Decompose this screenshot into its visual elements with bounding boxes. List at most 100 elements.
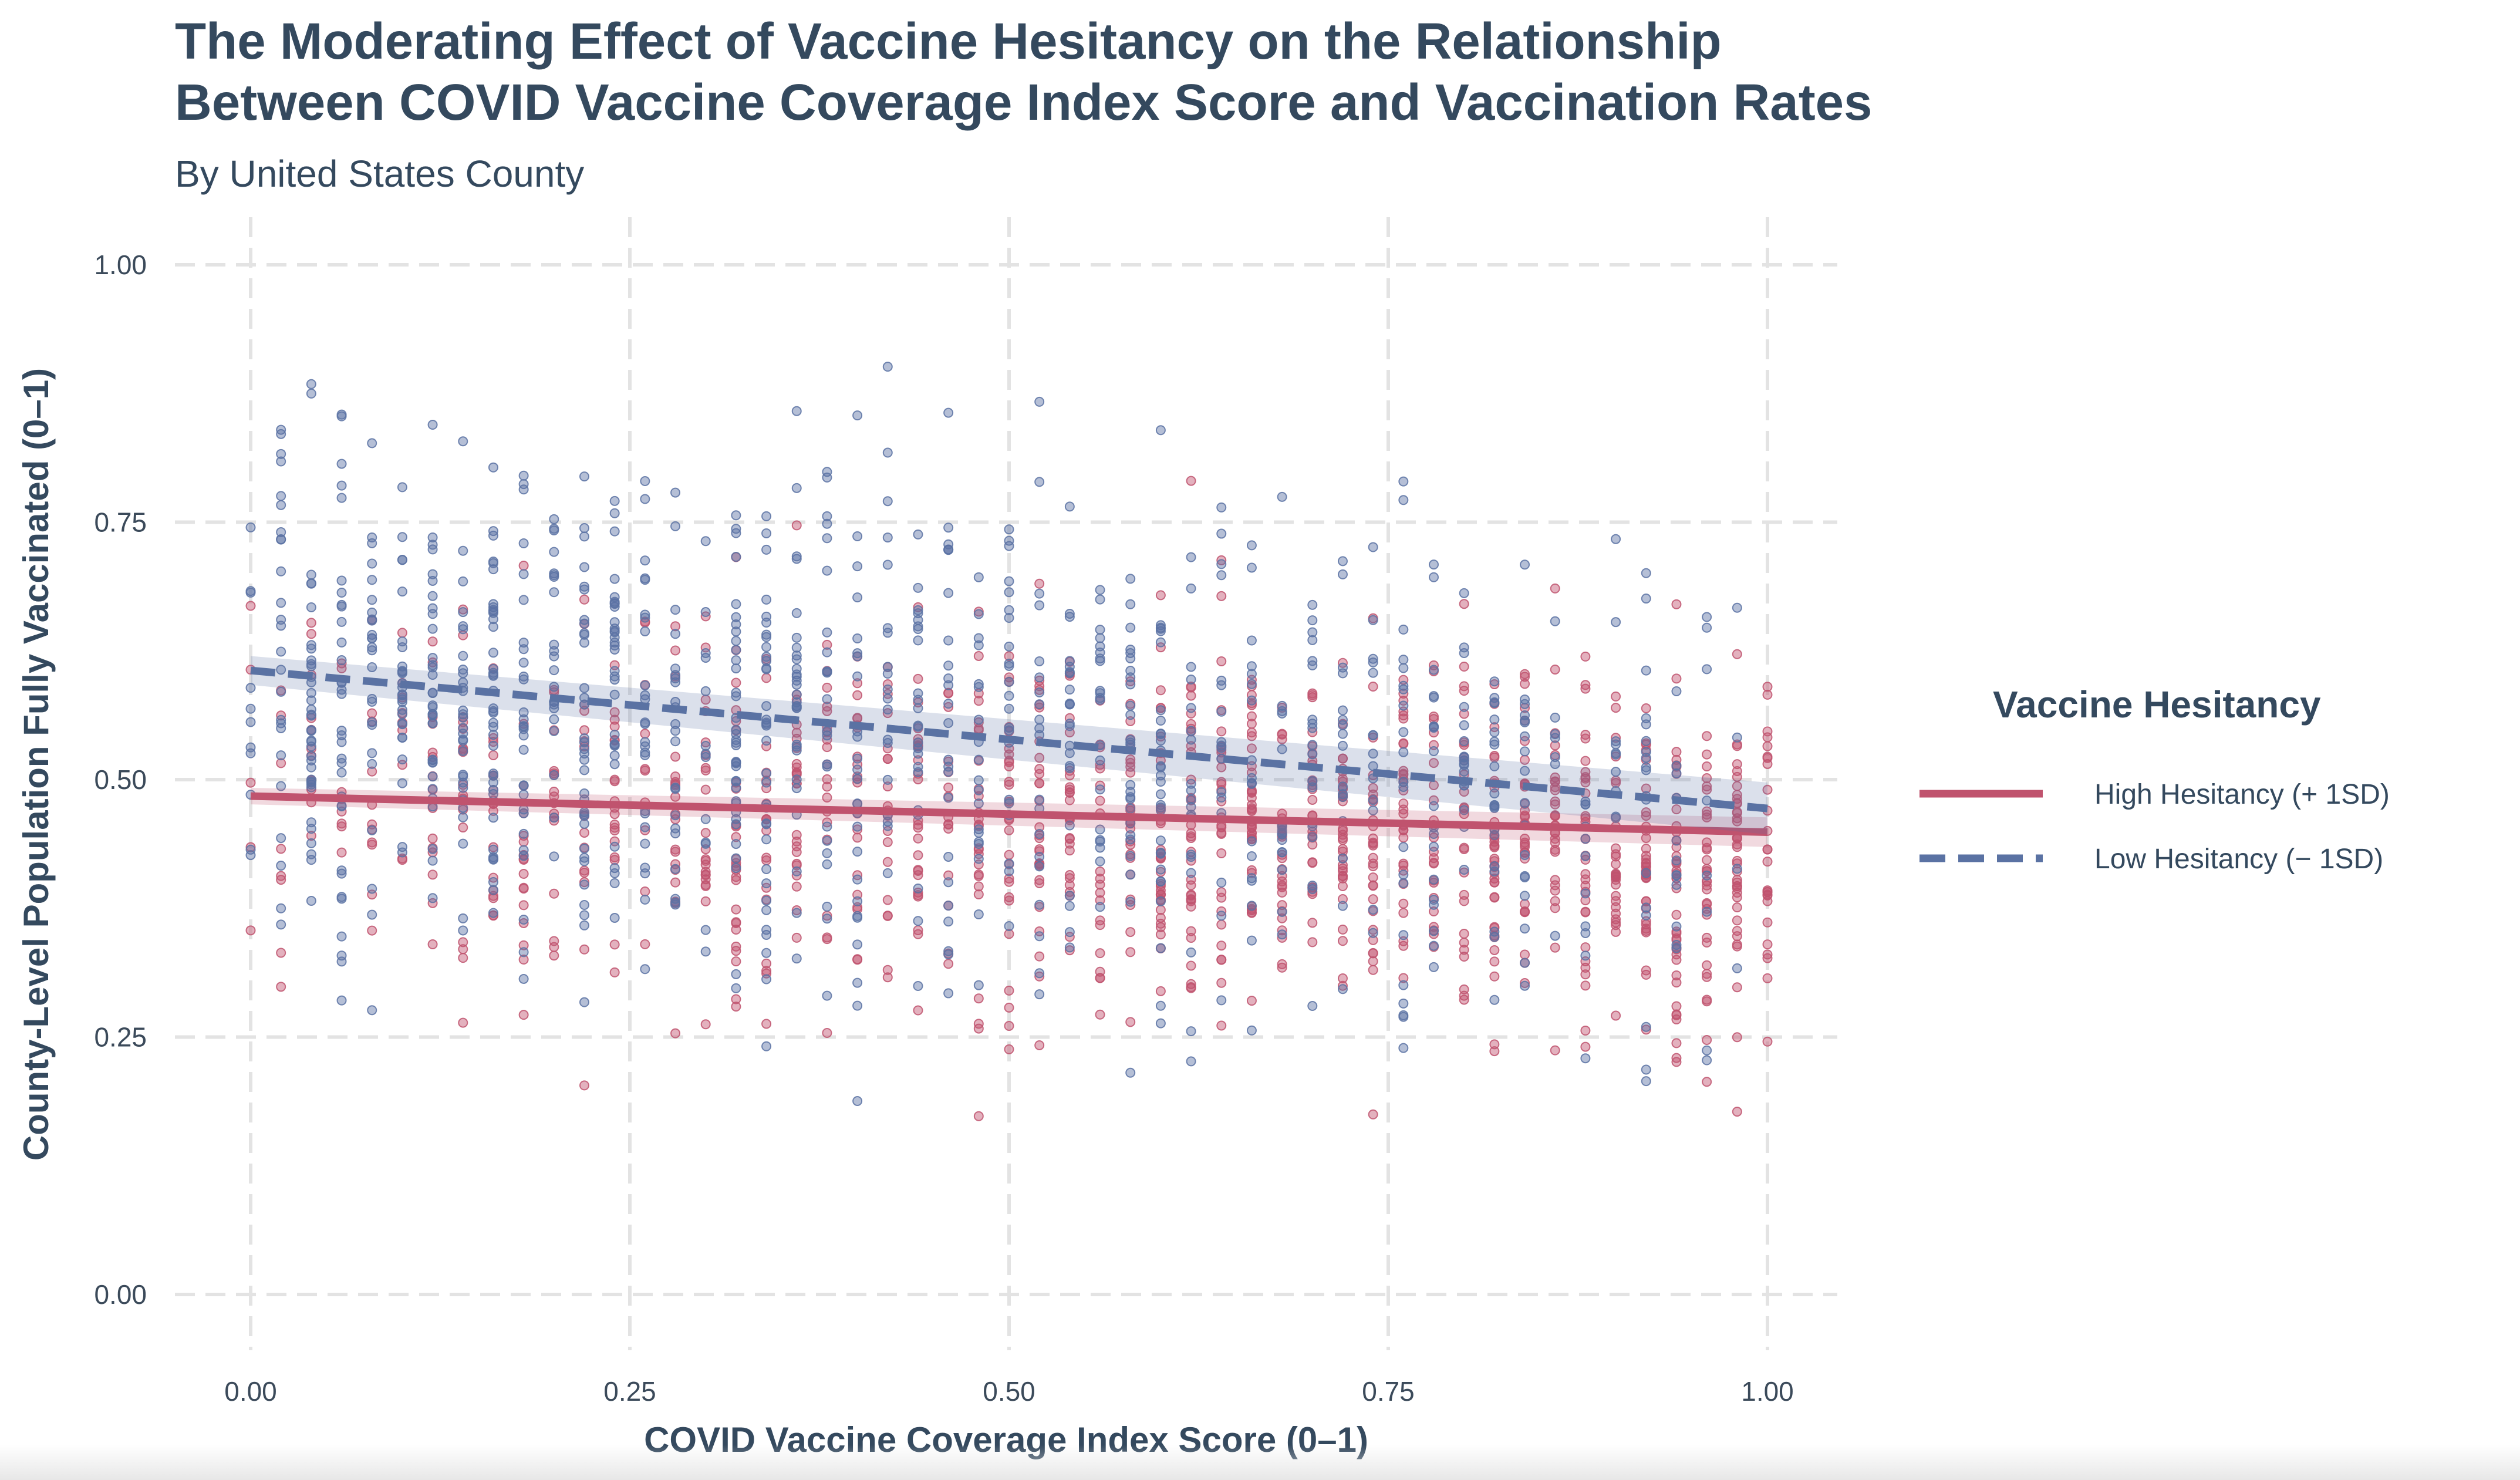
- scatter-point: [1155, 789, 1166, 800]
- scatter-point: [397, 778, 407, 788]
- scatter-point: [397, 482, 407, 493]
- scatter-point: [1641, 765, 1651, 776]
- scatter-point: [1216, 680, 1227, 690]
- scatter-point: [1277, 929, 1287, 940]
- scatter-point: [579, 910, 589, 921]
- scatter-point: [791, 669, 802, 680]
- scatter-point: [1125, 869, 1136, 880]
- scatter-point: [518, 714, 529, 724]
- scatter-point: [1611, 891, 1621, 901]
- scatter-point: [852, 911, 863, 921]
- scatter-point: [1459, 599, 1469, 609]
- scatter-point: [1702, 972, 1712, 982]
- scatter-point: [1307, 1000, 1318, 1011]
- scatter-point: [1337, 973, 1348, 984]
- scatter-point: [670, 629, 681, 639]
- scatter-point: [1095, 835, 1105, 845]
- scatter-point: [1489, 994, 1500, 1005]
- scatter-point: [913, 688, 923, 699]
- scatter-point: [1429, 572, 1439, 582]
- scatter-point: [1277, 700, 1287, 711]
- scatter-point: [1429, 847, 1439, 857]
- scatter-point: [1307, 656, 1318, 666]
- scatter-point: [1216, 559, 1227, 569]
- scatter-point: [1337, 866, 1348, 876]
- scatter-point: [1702, 749, 1712, 760]
- scatter-point: [518, 569, 529, 579]
- scatter-point: [1550, 799, 1560, 810]
- scatter-point: [670, 823, 681, 834]
- scatter-point: [761, 895, 772, 906]
- scatter-point: [579, 1080, 589, 1091]
- scatter-point: [882, 868, 893, 878]
- scatter-point: [1611, 872, 1621, 882]
- scatter-point: [1216, 777, 1227, 787]
- scatter-point: [731, 956, 741, 967]
- scatter-point: [1429, 711, 1439, 722]
- scatter-point: [367, 633, 377, 643]
- scatter-point: [1155, 835, 1166, 846]
- scatter-point: [367, 909, 377, 920]
- scatter-point: [579, 944, 589, 955]
- scatter-point: [761, 511, 772, 521]
- scatter-point: [1155, 776, 1166, 787]
- scatter-point: [640, 894, 650, 905]
- scatter-point: [640, 750, 650, 760]
- scatter-point: [579, 754, 589, 765]
- scatter-point: [1277, 932, 1287, 943]
- scatter-point: [852, 874, 863, 885]
- scatter-point: [1277, 729, 1287, 739]
- scatter-point: [731, 872, 741, 882]
- scatter-point: [458, 650, 468, 661]
- scatter-point: [882, 911, 893, 921]
- scatter-point: [1186, 979, 1196, 989]
- scatter-point: [913, 774, 923, 785]
- scatter-point: [1307, 627, 1318, 638]
- scatter-point: [1368, 894, 1378, 905]
- scatter-point: [1611, 534, 1621, 544]
- scatter-point: [458, 545, 468, 556]
- scatter-point: [579, 809, 589, 820]
- scatter-point: [822, 821, 832, 832]
- scatter-point: [1004, 613, 1014, 623]
- scatter-point: [1550, 931, 1560, 941]
- scatter-point: [518, 721, 529, 731]
- scatter-point: [1671, 804, 1682, 815]
- scatter-point: [336, 950, 347, 961]
- scatter-point: [731, 983, 741, 993]
- scatter-point: [1064, 870, 1075, 881]
- scatter-point: [1307, 880, 1318, 891]
- scatter-point: [1004, 874, 1014, 884]
- scatter-point: [791, 783, 802, 794]
- scatter-point: [1155, 876, 1166, 887]
- scatter-point: [1095, 902, 1105, 912]
- scatter-point: [1064, 845, 1075, 856]
- scatter-point: [791, 830, 802, 840]
- scatter-point: [973, 754, 984, 765]
- scatter-point: [579, 725, 589, 736]
- scatter-point: [1732, 915, 1742, 926]
- scatter-point: [1216, 977, 1227, 988]
- scatter-point: [1307, 937, 1318, 948]
- scatter-point: [458, 607, 468, 618]
- scatter-point: [1550, 729, 1560, 740]
- scatter-point: [276, 723, 286, 733]
- scatter-point: [336, 931, 347, 942]
- scatter-point: [1337, 556, 1348, 567]
- scatter-point: [609, 868, 620, 879]
- scatter-point: [1702, 761, 1712, 772]
- scatter-point: [1004, 541, 1014, 551]
- scatter-point: [761, 642, 772, 652]
- scatter-point: [852, 847, 863, 857]
- y-tick-label: 0.25: [94, 1022, 147, 1053]
- scatter-point: [913, 722, 923, 732]
- scatter-point: [1611, 778, 1621, 788]
- scatter-point: [1337, 863, 1348, 874]
- scatter-point: [579, 471, 589, 482]
- scatter-point: [1702, 899, 1712, 909]
- scatter-point: [336, 892, 347, 902]
- scatter-point: [943, 916, 954, 927]
- scatter-point: [640, 825, 650, 835]
- scatter-point: [761, 1019, 772, 1029]
- scatter-point: [397, 697, 407, 707]
